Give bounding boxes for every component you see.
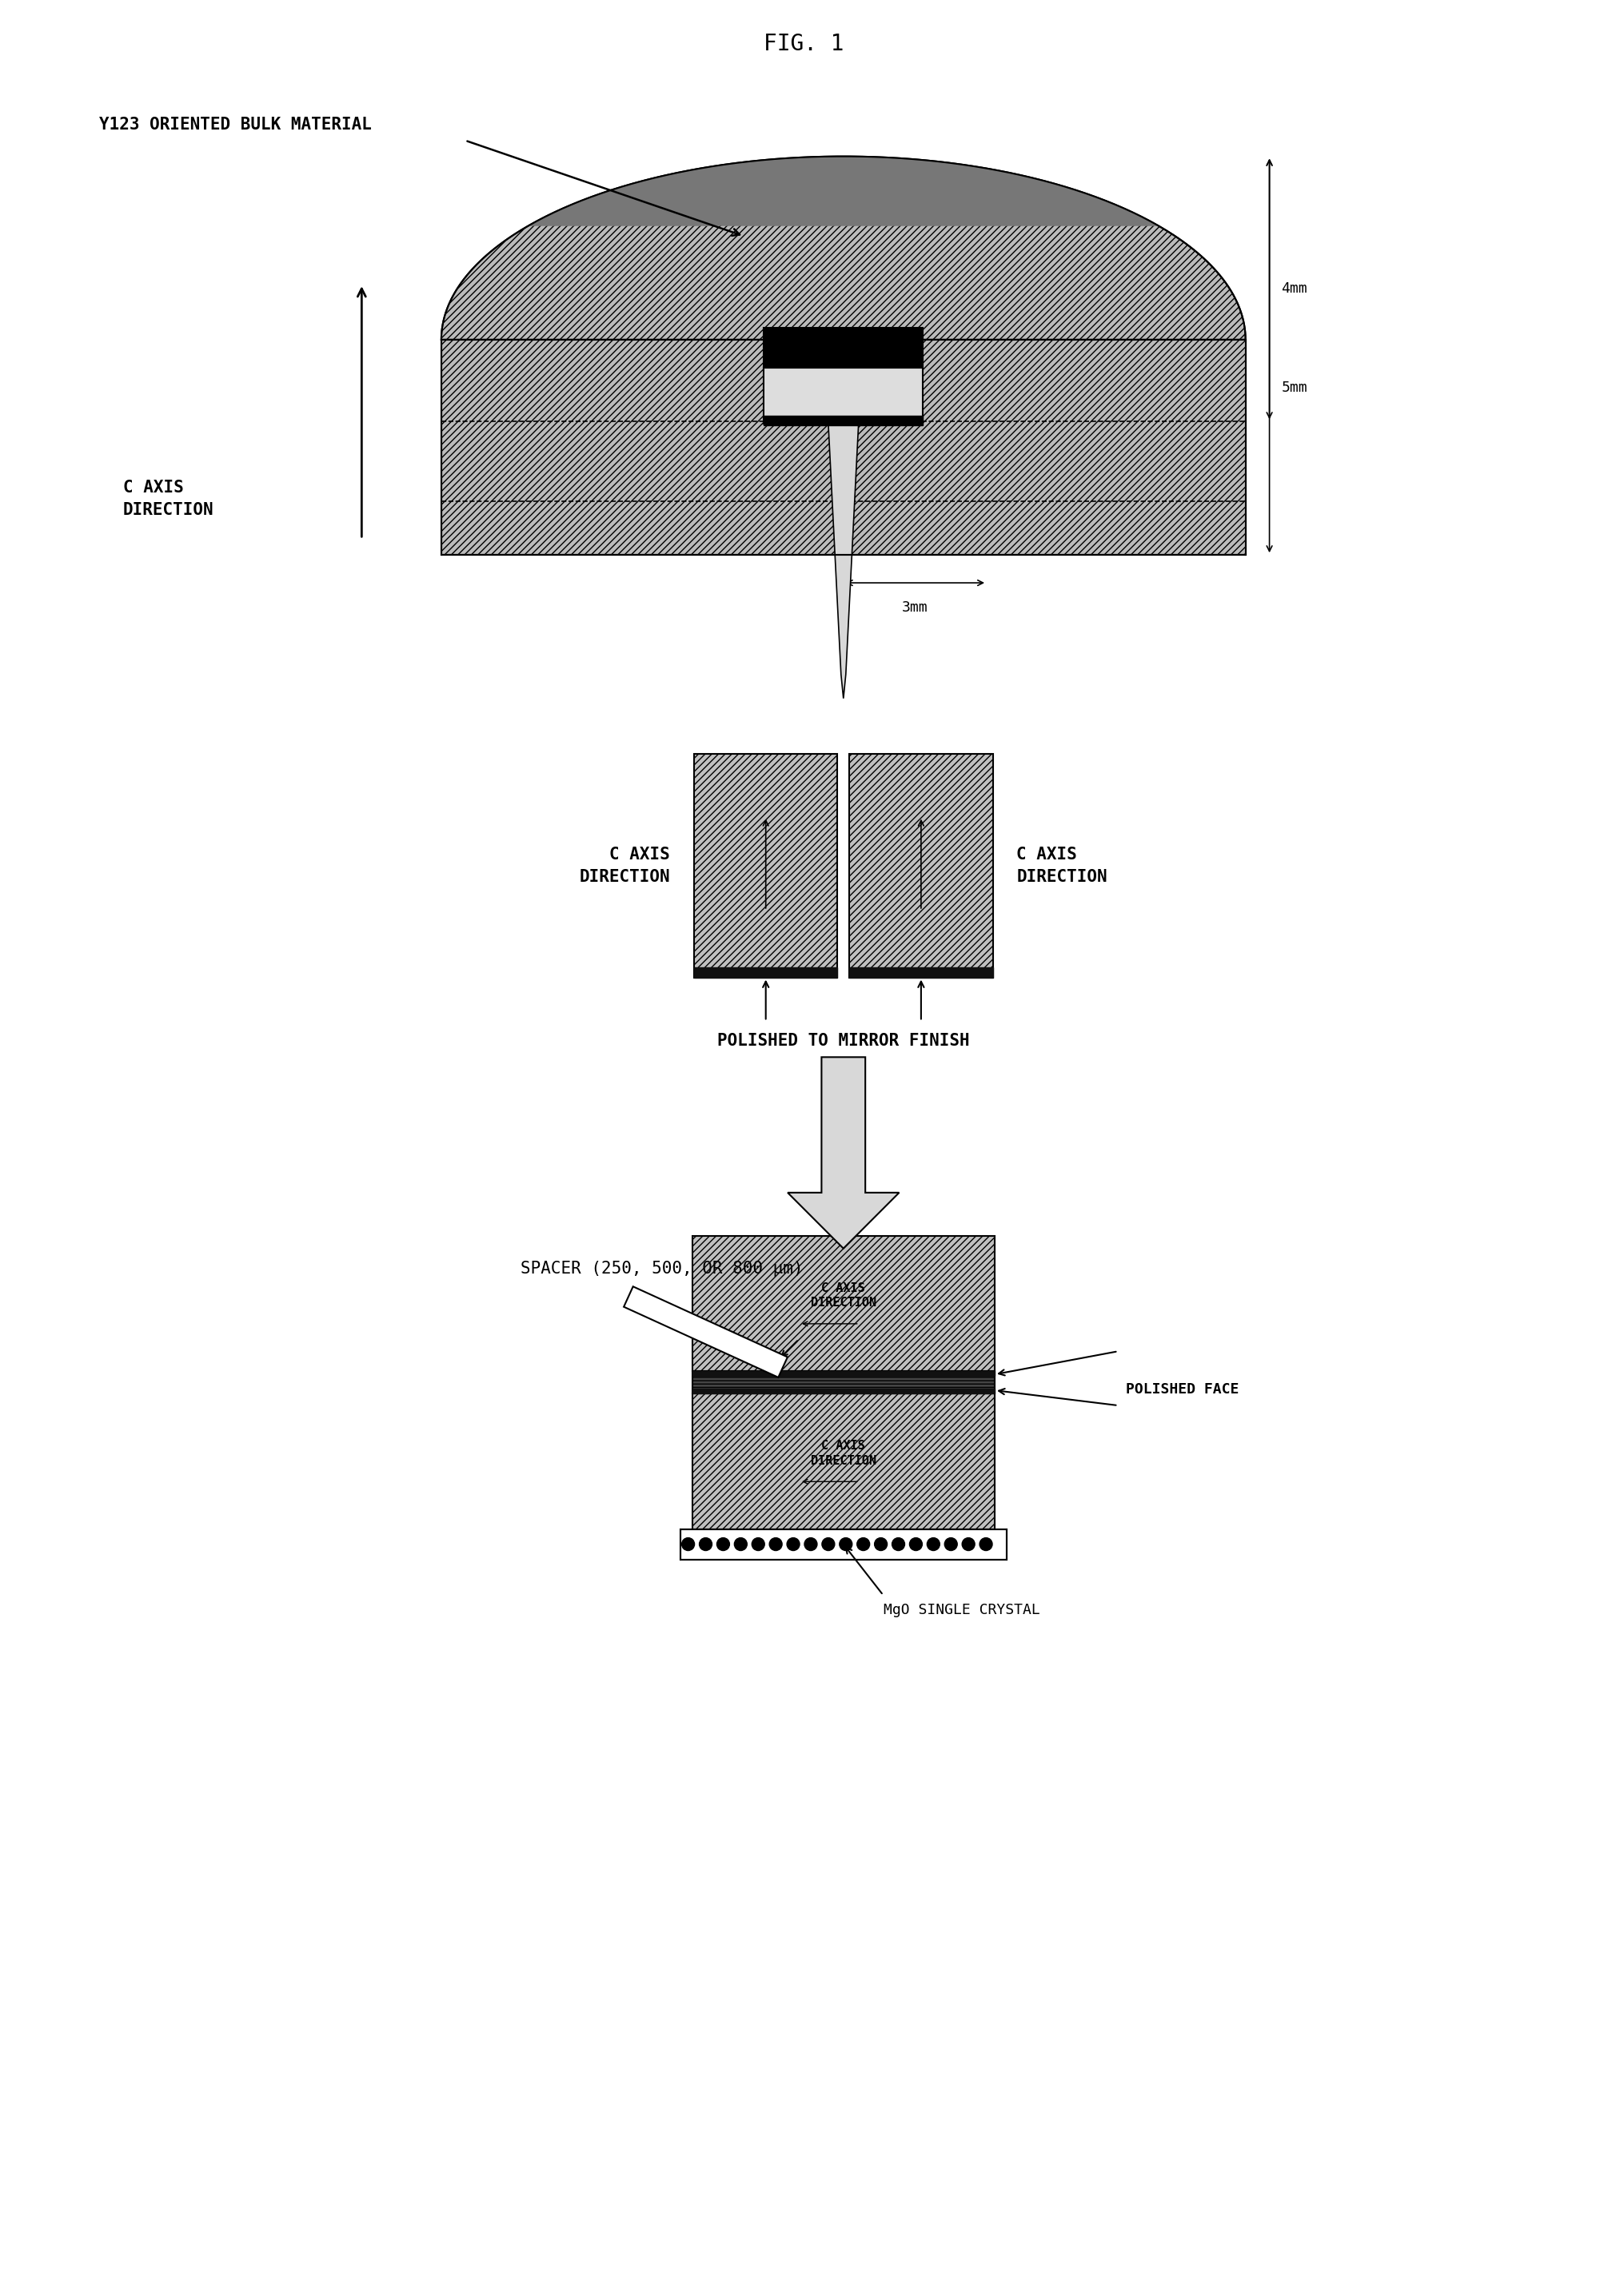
Polygon shape: [441, 156, 1246, 340]
Bar: [680, 1529, 1007, 1559]
Bar: [764, 416, 923, 425]
Text: Y123 ORIENTED BULK MATERIAL: Y123 ORIENTED BULK MATERIAL: [98, 117, 371, 133]
Circle shape: [753, 1538, 764, 1550]
Circle shape: [839, 1538, 852, 1550]
Circle shape: [699, 1538, 712, 1550]
Text: FIG. 1: FIG. 1: [764, 32, 844, 55]
Text: POLISHED TO MIRROR FINISH: POLISHED TO MIRROR FINISH: [717, 1033, 970, 1049]
Text: MgO SINGLE CRYSTAL: MgO SINGLE CRYSTAL: [883, 1603, 1040, 1619]
Text: POLISHED FACE: POLISHED FACE: [1126, 1382, 1240, 1396]
Bar: [691, 1235, 995, 1371]
Circle shape: [682, 1538, 695, 1550]
Bar: [691, 1389, 995, 1394]
Text: C AXIS
DIRECTION: C AXIS DIRECTION: [579, 847, 671, 884]
Circle shape: [717, 1538, 730, 1550]
Bar: [695, 753, 838, 978]
Polygon shape: [624, 1286, 788, 1378]
Bar: [691, 1394, 995, 1529]
Bar: [691, 1371, 995, 1394]
Text: C AXIS
DIRECTION: C AXIS DIRECTION: [810, 1440, 876, 1467]
Bar: [849, 967, 992, 978]
Circle shape: [910, 1538, 923, 1550]
Circle shape: [804, 1538, 817, 1550]
Polygon shape: [828, 422, 859, 698]
Circle shape: [769, 1538, 781, 1550]
Text: C AXIS
DIRECTION: C AXIS DIRECTION: [1016, 847, 1108, 884]
Text: SPACER (250, 500, OR 800 μm): SPACER (250, 500, OR 800 μm): [521, 1261, 804, 1277]
Bar: [764, 328, 923, 367]
Circle shape: [892, 1538, 905, 1550]
Circle shape: [786, 1538, 799, 1550]
Circle shape: [875, 1538, 888, 1550]
Text: 4mm: 4mm: [1282, 282, 1307, 296]
Text: C AXIS
DIRECTION: C AXIS DIRECTION: [810, 1281, 876, 1309]
Polygon shape: [788, 1056, 899, 1249]
Bar: [764, 367, 923, 422]
Circle shape: [822, 1538, 835, 1550]
Bar: [691, 1371, 995, 1375]
Circle shape: [928, 1538, 939, 1550]
Circle shape: [735, 1538, 748, 1550]
Text: 5mm: 5mm: [1282, 381, 1307, 395]
Circle shape: [962, 1538, 974, 1550]
Circle shape: [944, 1538, 957, 1550]
Text: C AXIS
DIRECTION: C AXIS DIRECTION: [122, 480, 214, 519]
Polygon shape: [529, 156, 1158, 225]
Bar: [695, 967, 838, 978]
Circle shape: [979, 1538, 992, 1550]
Bar: [441, 340, 1246, 556]
Bar: [680, 1529, 1007, 1559]
Circle shape: [857, 1538, 870, 1550]
Text: 3mm: 3mm: [902, 599, 928, 615]
Bar: [849, 753, 992, 978]
